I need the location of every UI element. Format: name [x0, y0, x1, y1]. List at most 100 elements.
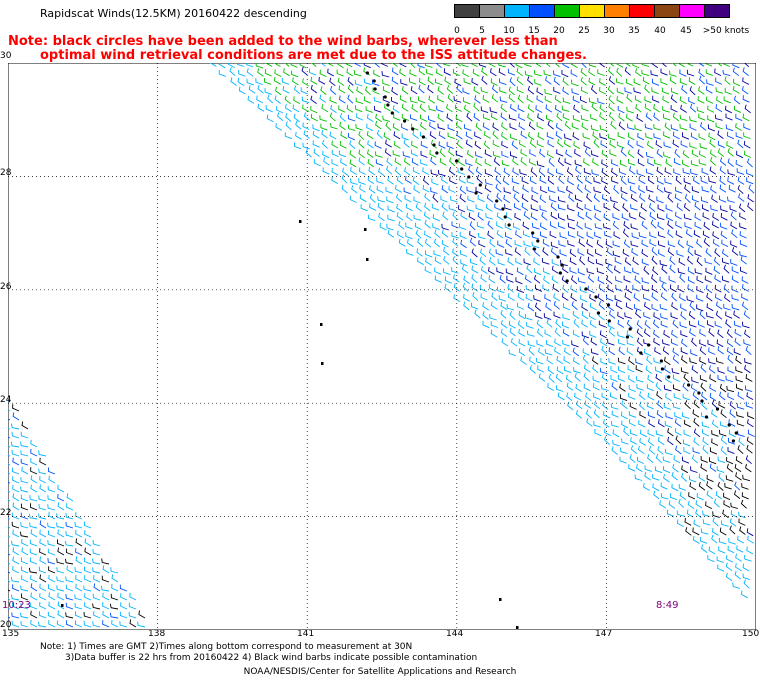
wind-barb	[331, 140, 339, 149]
wind-barb	[549, 230, 557, 239]
wind-barb	[405, 203, 413, 212]
wind-barb	[375, 120, 382, 130]
wind-barb	[550, 241, 559, 249]
wind-barb	[672, 139, 680, 148]
wind-barb	[358, 139, 365, 149]
wind-barb	[715, 87, 724, 94]
wind-barb	[29, 539, 38, 547]
wind-barb	[438, 131, 446, 140]
wind-barb	[594, 231, 602, 239]
wind-barb	[553, 86, 561, 94]
wind-barb	[394, 157, 402, 166]
wind-barb	[92, 603, 101, 610]
wind-barb	[411, 123, 419, 131]
wind-barb	[687, 284, 695, 293]
wind-barb	[580, 95, 587, 104]
wind-barb	[690, 103, 697, 113]
wind-barb	[714, 248, 721, 258]
wind-barb	[705, 85, 713, 94]
wind-barb	[350, 166, 357, 175]
wind-barb	[518, 311, 526, 319]
wind-barb	[570, 275, 578, 285]
wind-barb	[561, 292, 569, 301]
wind-barb	[29, 602, 38, 610]
wind-barb	[529, 149, 537, 157]
wind-barb	[570, 63, 578, 68]
wind-barb	[631, 248, 639, 256]
wind-barb	[546, 356, 554, 365]
wind-barb	[687, 247, 694, 257]
wind-barb	[593, 138, 600, 148]
wind-barb	[633, 78, 641, 86]
wind-barb	[733, 348, 741, 356]
wind-barb	[691, 186, 700, 194]
wind-barb	[685, 527, 692, 536]
wind-barb	[38, 566, 47, 574]
wind-barb	[605, 258, 613, 266]
wind-barb	[523, 230, 531, 238]
wind-barb	[737, 535, 745, 544]
wind-barb	[520, 157, 527, 166]
wind-barb	[472, 292, 479, 301]
wind-barb	[612, 240, 621, 248]
wind-barb	[487, 230, 494, 240]
wind-barb	[11, 612, 20, 619]
wind-barb	[675, 230, 683, 239]
wind-barb	[725, 105, 732, 114]
wind-barb	[703, 237, 710, 247]
wind-barb	[490, 321, 499, 328]
wind-barb	[561, 105, 570, 112]
wind-barb	[546, 114, 554, 122]
wind-barb	[739, 526, 746, 535]
wind-barb	[420, 141, 428, 149]
wind-barb	[366, 149, 374, 158]
wind-barb	[399, 95, 407, 103]
wind-barb	[718, 546, 726, 554]
wind-barb	[548, 157, 555, 167]
wind-barb	[381, 63, 389, 67]
wind-barb	[684, 419, 691, 428]
contamination-marker	[659, 359, 664, 363]
wind-barb	[746, 436, 754, 445]
wind-barb	[744, 554, 752, 562]
wind-barb	[544, 349, 553, 356]
wind-barb	[392, 150, 401, 157]
wind-barb	[581, 311, 589, 320]
wind-barb	[709, 383, 717, 392]
wind-barb	[730, 502, 739, 509]
wind-barb	[387, 205, 395, 213]
wind-barb	[47, 558, 56, 565]
wind-barb	[444, 283, 451, 293]
wind-barb	[634, 474, 643, 481]
contamination-marker	[584, 287, 588, 291]
wind-barb	[356, 86, 364, 95]
wind-barb	[684, 184, 691, 194]
wind-barb	[337, 63, 344, 69]
wind-barb	[717, 374, 725, 382]
wind-barb	[496, 192, 503, 202]
wind-barb	[459, 175, 466, 184]
wind-barb	[569, 257, 577, 266]
wind-barb	[646, 384, 655, 392]
wind-barb	[489, 257, 496, 266]
wind-barb	[669, 70, 677, 77]
wind-barb	[555, 373, 563, 383]
wind-barb	[662, 113, 671, 121]
wind-barb	[496, 229, 504, 239]
wind-barb	[66, 565, 74, 574]
wind-barb	[686, 69, 695, 77]
wind-barb	[673, 168, 681, 176]
wind-barb	[675, 220, 683, 229]
wind-barb	[663, 141, 672, 149]
wind-barb	[509, 123, 517, 131]
pass-time-right: 8:49	[656, 600, 679, 611]
wind-barb	[574, 392, 582, 401]
wind-barb	[57, 601, 65, 610]
wind-barb	[524, 70, 533, 77]
wind-barb	[691, 454, 699, 464]
wind-barb	[637, 158, 645, 167]
wind-barb	[676, 250, 684, 257]
wind-barb	[359, 184, 366, 193]
wind-barb	[57, 529, 65, 538]
wind-barb	[318, 76, 326, 85]
